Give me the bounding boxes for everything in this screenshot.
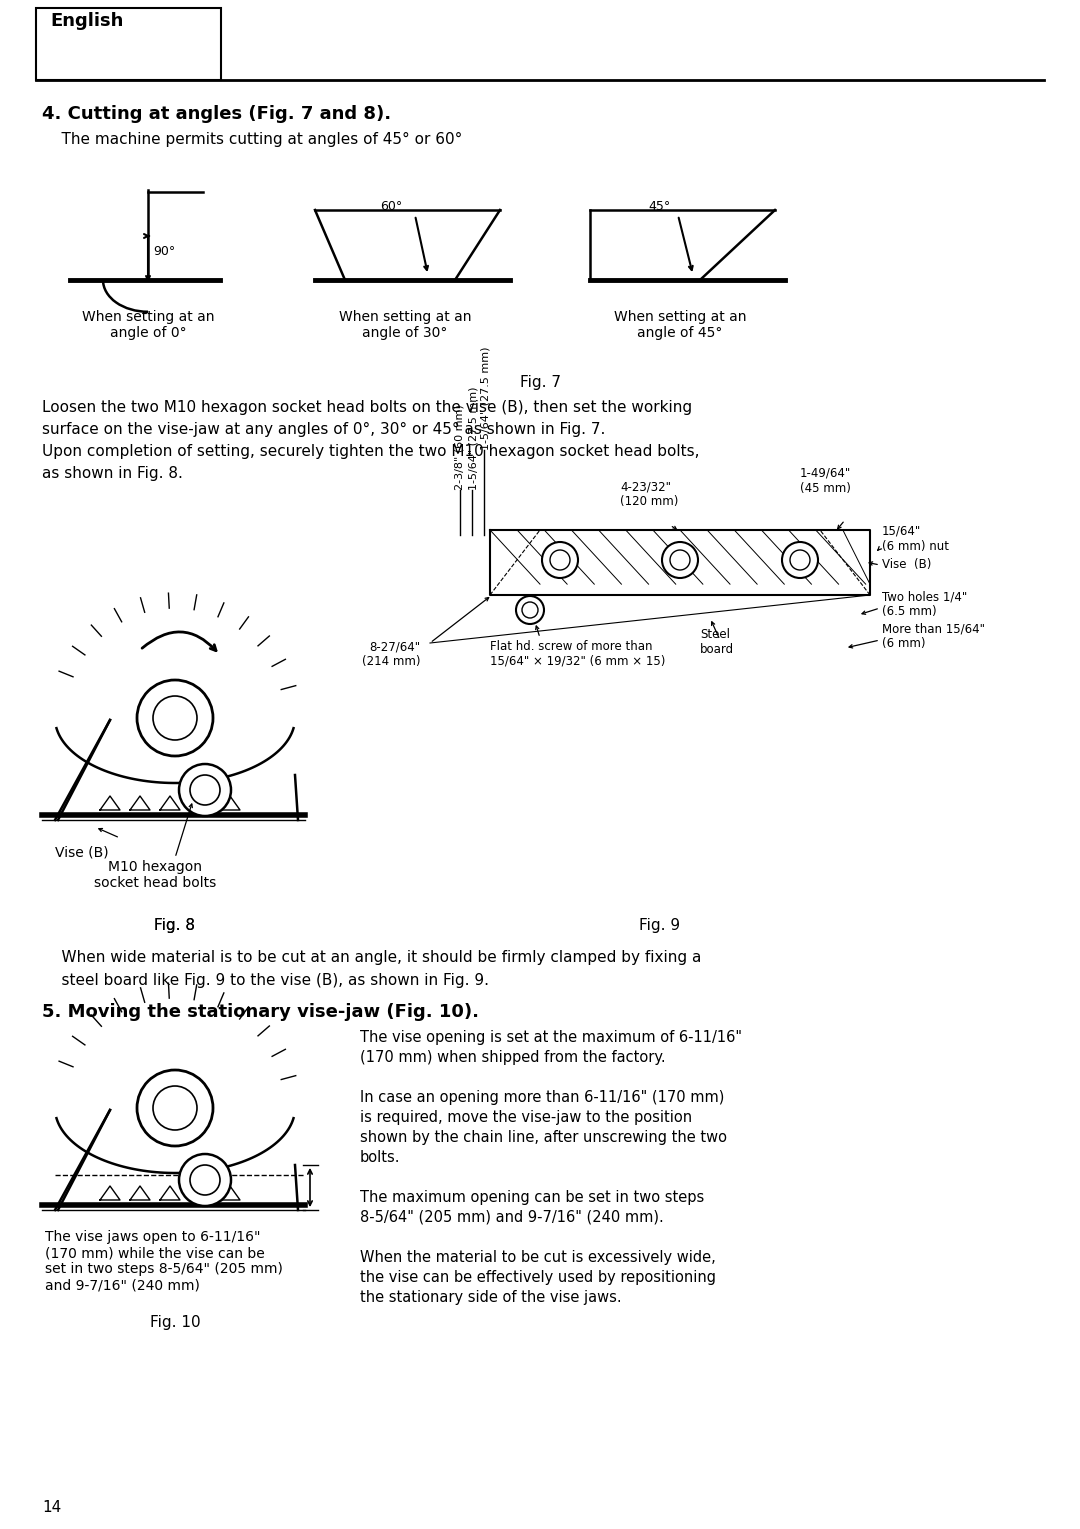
Circle shape [153,1086,197,1130]
Text: 8-5/64" (205 mm) and 9-7/16" (240 mm).: 8-5/64" (205 mm) and 9-7/16" (240 mm). [360,1209,664,1225]
Text: 4-23/32"
(120 mm): 4-23/32" (120 mm) [620,480,678,508]
Circle shape [782,541,818,578]
Text: When setting at an
angle of 30°: When setting at an angle of 30° [339,310,471,339]
Text: the vise can be effectively used by repositioning: the vise can be effectively used by repo… [360,1271,716,1284]
Text: Upon completion of setting, securely tighten the two M10 hexagon socket head bol: Upon completion of setting, securely tig… [42,443,700,459]
Circle shape [550,550,570,570]
Text: Flat hd. screw of more than
15/64" × 19/32" (6 mm × 15): Flat hd. screw of more than 15/64" × 19/… [490,641,665,668]
Circle shape [789,550,810,570]
Circle shape [137,1070,213,1147]
Text: 90°: 90° [153,245,175,258]
Text: Vise  (B): Vise (B) [882,558,931,570]
Text: When the material to be cut is excessively wide,: When the material to be cut is excessive… [360,1251,716,1264]
Text: The vise opening is set at the maximum of 6-11/16": The vise opening is set at the maximum o… [360,1031,742,1044]
Circle shape [153,696,197,740]
Text: steel board like Fig. 9 to the vise (B), as shown in Fig. 9.: steel board like Fig. 9 to the vise (B),… [42,972,489,988]
Text: In case an opening more than 6-11/16" (170 mm): In case an opening more than 6-11/16" (1… [360,1090,725,1105]
Text: Fig. 10: Fig. 10 [150,1315,200,1330]
Text: Fig. 7: Fig. 7 [519,375,561,390]
Text: 1-5/64" (27.5 mm): 1-5/64" (27.5 mm) [481,347,491,450]
Text: Fig. 9: Fig. 9 [639,917,680,933]
Text: Fig. 8: Fig. 8 [154,917,195,933]
Text: 15/64"
(6 mm) nut: 15/64" (6 mm) nut [882,524,949,553]
Text: More than 15/64"
(6 mm): More than 15/64" (6 mm) [882,622,985,650]
Circle shape [522,602,538,618]
Circle shape [662,541,698,578]
Text: 8-27/64"
(214 mm): 8-27/64" (214 mm) [362,641,420,668]
Text: English: English [50,12,123,31]
Circle shape [516,596,544,624]
Text: Steel
board: Steel board [700,628,734,656]
Circle shape [190,1165,220,1196]
Text: The vise jaws open to 6-11/16"
(170 mm) while the vise can be
set in two steps 8: The vise jaws open to 6-11/16" (170 mm) … [45,1229,283,1292]
Text: as shown in Fig. 8.: as shown in Fig. 8. [42,466,183,482]
Circle shape [137,680,213,755]
Text: Vise (B): Vise (B) [55,846,109,859]
Circle shape [179,764,231,816]
Text: When setting at an
angle of 45°: When setting at an angle of 45° [613,310,746,339]
Text: When setting at an
angle of 0°: When setting at an angle of 0° [82,310,214,339]
Text: (170 mm) when shipped from the factory.: (170 mm) when shipped from the factory. [360,1050,665,1066]
Text: the stationary side of the vise jaws.: the stationary side of the vise jaws. [360,1290,622,1304]
Text: 4. Cutting at angles (Fig. 7 and 8).: 4. Cutting at angles (Fig. 7 and 8). [42,106,391,122]
Circle shape [179,1154,231,1206]
Text: The maximum opening can be set in two steps: The maximum opening can be set in two st… [360,1190,704,1205]
Text: 1-5/64" (27.5 mm): 1-5/64" (27.5 mm) [468,387,478,489]
Text: 60°: 60° [380,200,402,213]
Text: Loosen the two M10 hexagon socket head bolts on the vise (B), then set the worki: Loosen the two M10 hexagon socket head b… [42,401,692,414]
Text: The machine permits cutting at angles of 45° or 60°: The machine permits cutting at angles of… [42,131,462,147]
Text: 5. Moving the stationary vise-jaw (Fig. 10).: 5. Moving the stationary vise-jaw (Fig. … [42,1003,480,1021]
Circle shape [190,775,220,804]
Text: 1-49/64"
(45 mm): 1-49/64" (45 mm) [800,466,851,495]
Text: surface on the vise-jaw at any angles of 0°, 30° or 45° as shown in Fig. 7.: surface on the vise-jaw at any angles of… [42,422,606,437]
Circle shape [542,541,578,578]
Text: bolts.: bolts. [360,1150,401,1165]
Text: Fig. 8: Fig. 8 [154,917,195,933]
Text: 14: 14 [42,1500,62,1515]
Text: Two holes 1/4"
(6.5 mm): Two holes 1/4" (6.5 mm) [882,590,968,618]
Text: 45°: 45° [648,200,671,213]
Text: shown by the chain line, after unscrewing the two: shown by the chain line, after unscrewin… [360,1130,727,1145]
Text: M10 hexagon
socket head bolts: M10 hexagon socket head bolts [94,859,216,890]
Text: is required, move the vise-jaw to the position: is required, move the vise-jaw to the po… [360,1110,692,1125]
Circle shape [670,550,690,570]
FancyBboxPatch shape [36,8,221,80]
Text: When wide material is to be cut at an angle, it should be firmly clamped by fixi: When wide material is to be cut at an an… [42,950,701,965]
Text: 2-3/8" (60 mm): 2-3/8" (60 mm) [455,404,465,489]
